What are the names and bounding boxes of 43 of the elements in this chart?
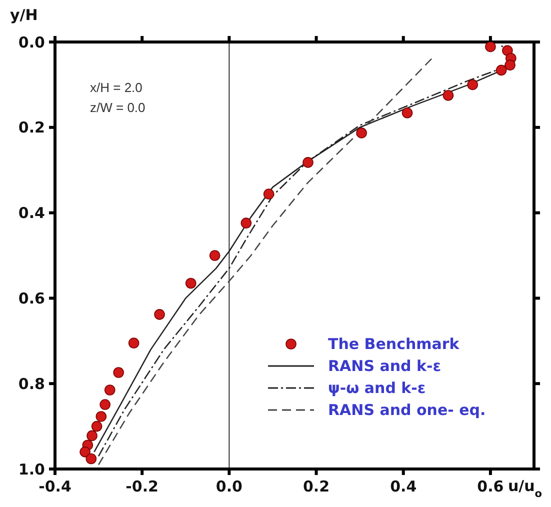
x-tick-label: 0.2 [302,478,330,496]
point [86,453,97,464]
y-axis-title: y/H [10,6,38,24]
x-tick-label: 0.0 [216,478,242,496]
y-tick-label: 0.2 [18,118,45,137]
point [80,446,90,458]
x-tick-label: -0.4 [38,478,72,496]
x-axis-title: u/u$_{o}$ [508,477,542,500]
legend-label: The Benchmark [328,335,460,353]
point [96,411,107,422]
point [86,430,98,442]
annotation: z/W = 0.0 [90,99,146,117]
legend-label: RANS and one- eq. [328,401,486,419]
point [467,79,478,90]
y-tick-label: 1.0 [18,460,45,478]
y-tick-label: 0.4 [18,204,45,222]
x-tick-label: -0.2 [126,478,158,496]
point [496,64,507,76]
point [209,250,220,261]
point [442,90,454,101]
legend-label: RANS and k-ε [328,357,442,375]
point [240,218,252,228]
y-tick-label: 0.0 [18,33,45,52]
point [185,278,196,289]
x-tick-label: 0.6 [477,478,504,496]
point [263,188,274,200]
legend-label: ψ-ω and k-ε [328,379,426,397]
annotation: x/H = 2.0 [90,79,144,97]
x-tick-label: 0.4 [390,478,417,496]
point [100,399,110,410]
point [128,338,140,348]
point [113,367,124,378]
point [502,45,513,56]
point [154,309,165,320]
point [356,128,367,138]
y-tick-label: 0.8 [18,374,45,393]
point [104,384,116,396]
point [302,157,314,168]
point [504,60,516,70]
point [485,42,496,52]
y-tick-label: 0.6 [18,290,45,308]
point [402,107,413,118]
point [91,420,102,432]
